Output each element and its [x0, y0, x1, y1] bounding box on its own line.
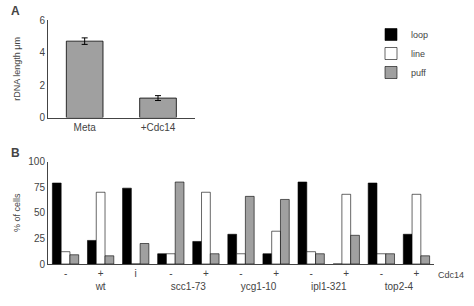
svg-text:-: - — [310, 268, 313, 279]
svg-text:2: 2 — [39, 80, 45, 91]
svg-text:+: + — [343, 268, 349, 279]
svg-text:wt: wt — [95, 281, 106, 292]
svg-text:+Cdc14: +Cdc14 — [141, 122, 176, 133]
svg-text:Cdc14: Cdc14 — [438, 270, 464, 280]
svg-text:scc1-73: scc1-73 — [171, 281, 206, 292]
svg-text:% of cells: % of cells — [12, 193, 22, 232]
svg-text:Meta: Meta — [74, 122, 97, 133]
svg-text:6: 6 — [39, 15, 45, 26]
svg-text:50: 50 — [34, 207, 46, 218]
svg-text:loop: loop — [411, 30, 428, 40]
svg-text:+: + — [414, 268, 420, 279]
svg-text:0: 0 — [39, 259, 45, 270]
svg-text:-: - — [239, 268, 242, 279]
svg-text:+: + — [203, 268, 209, 279]
svg-text:line: line — [411, 49, 425, 59]
svg-text:top2-4: top2-4 — [385, 281, 414, 292]
svg-text:+: + — [98, 268, 104, 279]
svg-text:-: - — [380, 268, 383, 279]
svg-text:puff: puff — [411, 68, 426, 78]
svg-text:25: 25 — [34, 233, 46, 244]
svg-text:A: A — [11, 4, 20, 18]
svg-text:0: 0 — [39, 112, 45, 123]
svg-text:rDNA length μm: rDNA length μm — [12, 37, 22, 101]
svg-text:4: 4 — [39, 47, 45, 58]
svg-text:-: - — [64, 268, 67, 279]
svg-text:ycg1-10: ycg1-10 — [241, 281, 277, 292]
svg-text:B: B — [11, 146, 20, 160]
svg-text:75: 75 — [34, 182, 46, 193]
svg-text:+: + — [273, 268, 279, 279]
svg-text:i: i — [135, 268, 137, 279]
svg-text:-: - — [169, 268, 172, 279]
svg-text:ipl1-321: ipl1-321 — [311, 281, 347, 292]
svg-text:100: 100 — [28, 156, 45, 167]
